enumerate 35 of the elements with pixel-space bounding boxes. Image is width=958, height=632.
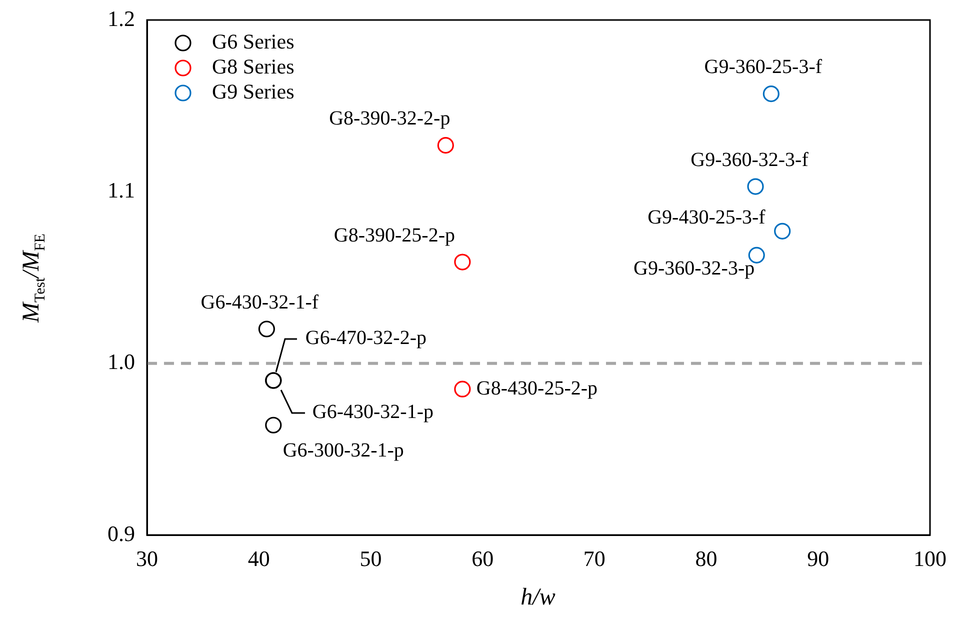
legend-label: G9 Series <box>212 80 294 104</box>
point <box>747 178 764 195</box>
x-tick-label: 80 <box>695 546 718 571</box>
annotation: G8-430-25-2-p <box>476 377 598 400</box>
point <box>454 254 471 270</box>
annotation: G9-360-32-3-f <box>690 148 809 171</box>
y-tick-label: 1.0 <box>108 349 135 374</box>
x-tick-label: 70 <box>583 546 606 571</box>
x-tick-label: 100 <box>914 546 946 571</box>
x-tick-label: 40 <box>248 546 270 571</box>
point <box>265 416 282 434</box>
annotation: G8-390-32-2-p <box>329 108 450 130</box>
x-axis-title: h/w <box>520 584 556 612</box>
point <box>762 86 780 102</box>
y-tick-label: 0.9 <box>108 520 135 546</box>
annotation: G6-300-32-1-p <box>282 439 404 462</box>
x-tick-label: 30 <box>136 546 158 571</box>
annotation: G8-390-25-2-p <box>334 224 455 246</box>
y-tick-label: 1.2 <box>108 6 135 31</box>
legend-label: G8 Series <box>212 54 294 79</box>
point <box>437 137 454 154</box>
point <box>258 320 275 338</box>
y-tick-label: 1.1 <box>108 177 135 202</box>
annotation: G6-430-32-1-f <box>200 291 319 314</box>
legend-label: G6 Series <box>212 30 294 54</box>
x-tick-label: 60 <box>472 546 494 571</box>
point <box>774 222 791 240</box>
x-tick-label: 50 <box>360 546 382 571</box>
annotation: G9-430-25-3-f <box>648 206 766 228</box>
annotation: G6-470-32-2-p <box>305 326 426 349</box>
annotation: G9-360-25-3-f <box>704 56 822 78</box>
point <box>454 380 471 398</box>
x-tick-label: 90 <box>807 546 830 571</box>
annotation: G9-360-32-3-p <box>634 257 755 280</box>
annotation: G6-430-32-1-p <box>312 400 434 423</box>
